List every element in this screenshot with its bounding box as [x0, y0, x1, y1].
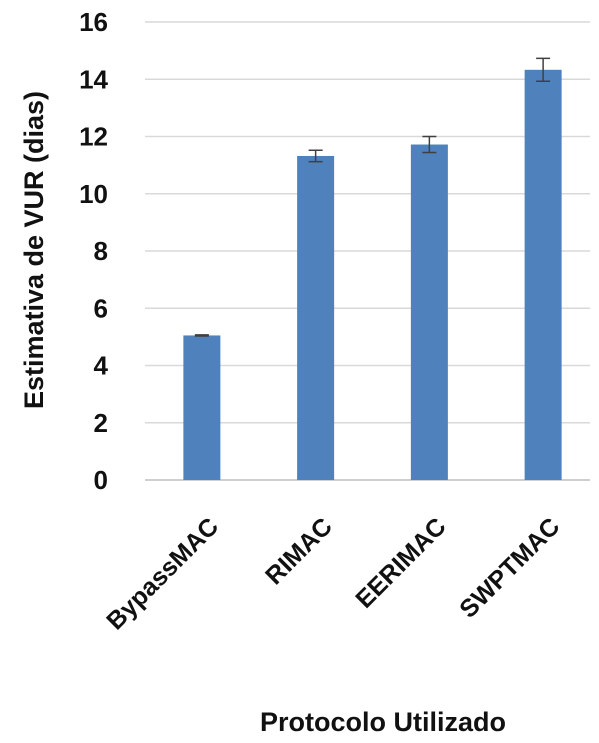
bars	[183, 69, 562, 481]
y-tick-label: 4	[94, 351, 109, 381]
error-bar	[308, 149, 323, 163]
bar-rimac	[297, 155, 335, 480]
bar-bypassmac	[183, 335, 221, 480]
y-axis-ticks: 0 2 4 6 8 10 12 14 16	[79, 7, 108, 495]
x-category-label: SWPTMAC	[454, 512, 565, 623]
x-axis-categories: BypassMAC RIMAC EERIMAC SWPTMAC	[101, 512, 565, 635]
error-bars	[194, 57, 551, 337]
y-tick-label: 0	[94, 465, 108, 495]
y-tick-label: 12	[79, 122, 108, 152]
x-category-label: RIMAC	[260, 512, 338, 590]
y-tick-label: 6	[94, 293, 108, 323]
y-tick-label: 16	[79, 7, 108, 37]
x-category-label: BypassMAC	[101, 512, 224, 635]
x-category-label: EERIMAC	[350, 512, 451, 613]
y-tick-label: 10	[79, 179, 108, 209]
y-tick-label: 14	[79, 64, 108, 94]
y-tick-label: 2	[94, 408, 108, 438]
error-bar	[194, 334, 209, 337]
x-axis-title: Protocolo Utilizado	[260, 707, 506, 737]
error-bar	[422, 135, 437, 154]
y-axis-title: Estimativa de VUR (dias)	[19, 91, 49, 409]
error-bar	[536, 57, 551, 83]
bar-swptmac	[524, 69, 562, 481]
bar-eerimac	[410, 144, 448, 480]
y-tick-label: 8	[94, 236, 108, 266]
